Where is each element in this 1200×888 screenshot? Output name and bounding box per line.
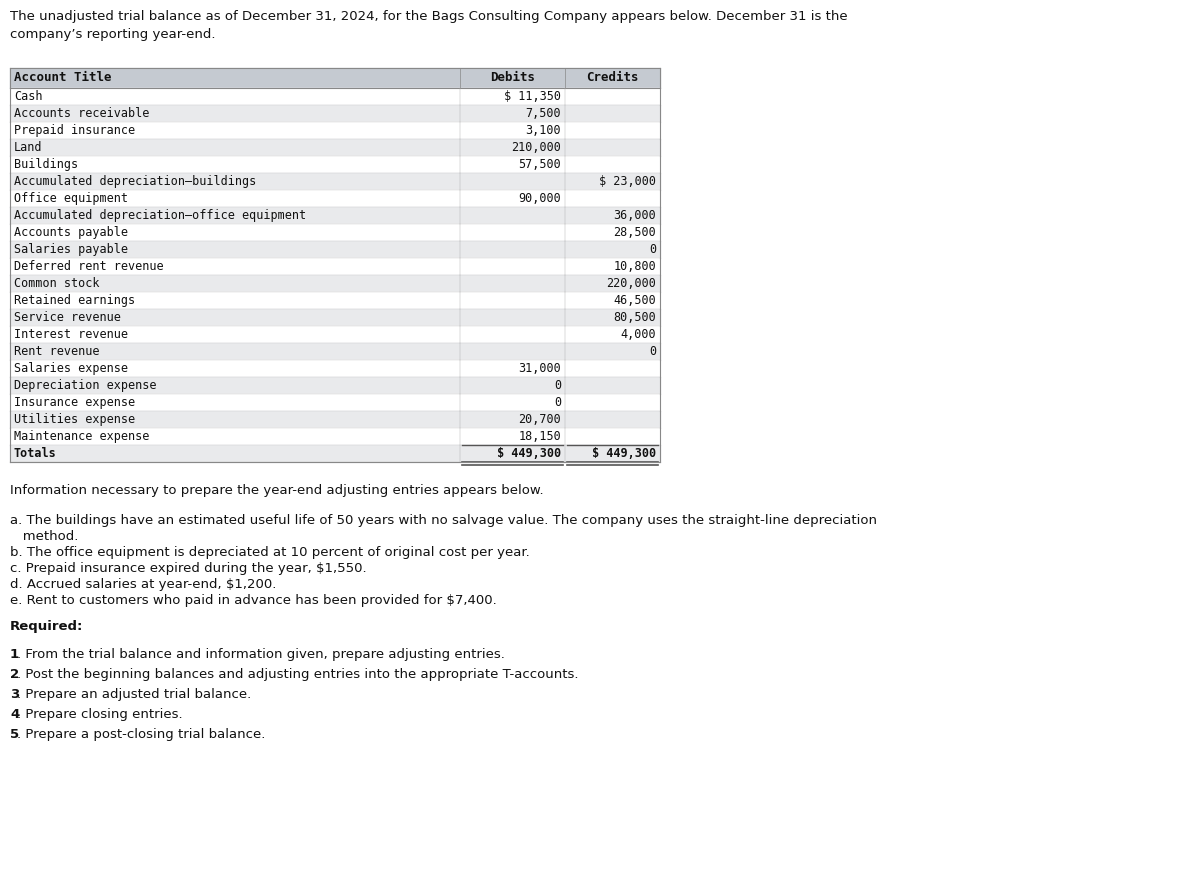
Text: Service revenue: Service revenue xyxy=(14,311,121,324)
Text: Office equipment: Office equipment xyxy=(14,192,128,205)
Text: Maintenance expense: Maintenance expense xyxy=(14,430,149,443)
Text: Accounts receivable: Accounts receivable xyxy=(14,107,149,120)
Text: Depreciation expense: Depreciation expense xyxy=(14,379,156,392)
Text: $ 449,300: $ 449,300 xyxy=(592,447,656,460)
Text: The unadjusted trial balance as of December 31, 2024, for the Bags Consulting Co: The unadjusted trial balance as of Decem… xyxy=(10,10,847,23)
Text: 2: 2 xyxy=(10,668,19,681)
Text: 3,100: 3,100 xyxy=(526,124,562,137)
Text: $ 11,350: $ 11,350 xyxy=(504,90,562,103)
Text: Account Title: Account Title xyxy=(14,72,112,84)
Text: Buildings: Buildings xyxy=(14,158,78,171)
Text: 220,000: 220,000 xyxy=(606,277,656,290)
Text: Required:: Required: xyxy=(10,620,83,633)
Text: 18,150: 18,150 xyxy=(518,430,562,443)
Text: 7,500: 7,500 xyxy=(526,107,562,120)
Text: . Post the beginning balances and adjusting entries into the appropriate T-accou: . Post the beginning balances and adjust… xyxy=(17,668,578,681)
Text: 90,000: 90,000 xyxy=(518,192,562,205)
Text: Debits: Debits xyxy=(490,72,535,84)
Text: . From the trial balance and information given, prepare adjusting entries.: . From the trial balance and information… xyxy=(17,648,505,661)
Text: Land: Land xyxy=(14,141,42,154)
Text: 4: 4 xyxy=(10,708,19,721)
Text: Common stock: Common stock xyxy=(14,277,100,290)
Text: Retained earnings: Retained earnings xyxy=(14,294,136,307)
Text: 36,000: 36,000 xyxy=(613,209,656,222)
Text: Accounts payable: Accounts payable xyxy=(14,226,128,239)
Text: d. Accrued salaries at year-end, $1,200.: d. Accrued salaries at year-end, $1,200. xyxy=(10,578,276,591)
Text: Cash: Cash xyxy=(14,90,42,103)
Text: 28,500: 28,500 xyxy=(613,226,656,239)
Text: Salaries expense: Salaries expense xyxy=(14,362,128,375)
Text: Prepaid insurance: Prepaid insurance xyxy=(14,124,136,137)
Text: 210,000: 210,000 xyxy=(511,141,562,154)
Text: 57,500: 57,500 xyxy=(518,158,562,171)
Text: . Prepare a post-closing trial balance.: . Prepare a post-closing trial balance. xyxy=(17,728,265,741)
Text: Utilities expense: Utilities expense xyxy=(14,413,136,426)
Text: method.: method. xyxy=(10,530,78,543)
Text: Information necessary to prepare the year-end adjusting entries appears below.: Information necessary to prepare the yea… xyxy=(10,484,544,497)
Text: Accumulated depreciation–office equipment: Accumulated depreciation–office equipmen… xyxy=(14,209,306,222)
Text: $ 449,300: $ 449,300 xyxy=(497,447,562,460)
Text: Rent revenue: Rent revenue xyxy=(14,345,100,358)
Text: Credits: Credits xyxy=(587,72,638,84)
Text: 5: 5 xyxy=(10,728,19,741)
Text: 0: 0 xyxy=(554,396,562,409)
Text: 20,700: 20,700 xyxy=(518,413,562,426)
Text: Totals: Totals xyxy=(14,447,56,460)
Text: Insurance expense: Insurance expense xyxy=(14,396,136,409)
Text: Deferred rent revenue: Deferred rent revenue xyxy=(14,260,163,273)
Text: company’s reporting year-end.: company’s reporting year-end. xyxy=(10,28,216,41)
Text: . Prepare closing entries.: . Prepare closing entries. xyxy=(17,708,182,721)
Text: e. Rent to customers who paid in advance has been provided for $7,400.: e. Rent to customers who paid in advance… xyxy=(10,594,497,607)
Text: Salaries payable: Salaries payable xyxy=(14,243,128,256)
Text: b. The office equipment is depreciated at 10 percent of original cost per year.: b. The office equipment is depreciated a… xyxy=(10,546,529,559)
Text: 31,000: 31,000 xyxy=(518,362,562,375)
Text: 10,800: 10,800 xyxy=(613,260,656,273)
Text: 46,500: 46,500 xyxy=(613,294,656,307)
Text: 0: 0 xyxy=(649,345,656,358)
Text: 0: 0 xyxy=(554,379,562,392)
Text: a. The buildings have an estimated useful life of 50 years with no salvage value: a. The buildings have an estimated usefu… xyxy=(10,514,877,527)
Text: Accumulated depreciation–buildings: Accumulated depreciation–buildings xyxy=(14,175,257,188)
Text: 3: 3 xyxy=(10,688,19,701)
Text: 80,500: 80,500 xyxy=(613,311,656,324)
Text: . Prepare an adjusted trial balance.: . Prepare an adjusted trial balance. xyxy=(17,688,251,701)
Text: 1: 1 xyxy=(10,648,19,661)
Text: 0: 0 xyxy=(649,243,656,256)
Text: $ 23,000: $ 23,000 xyxy=(599,175,656,188)
Text: Interest revenue: Interest revenue xyxy=(14,328,128,341)
Text: 4,000: 4,000 xyxy=(620,328,656,341)
Text: c. Prepaid insurance expired during the year, $1,550.: c. Prepaid insurance expired during the … xyxy=(10,562,367,575)
